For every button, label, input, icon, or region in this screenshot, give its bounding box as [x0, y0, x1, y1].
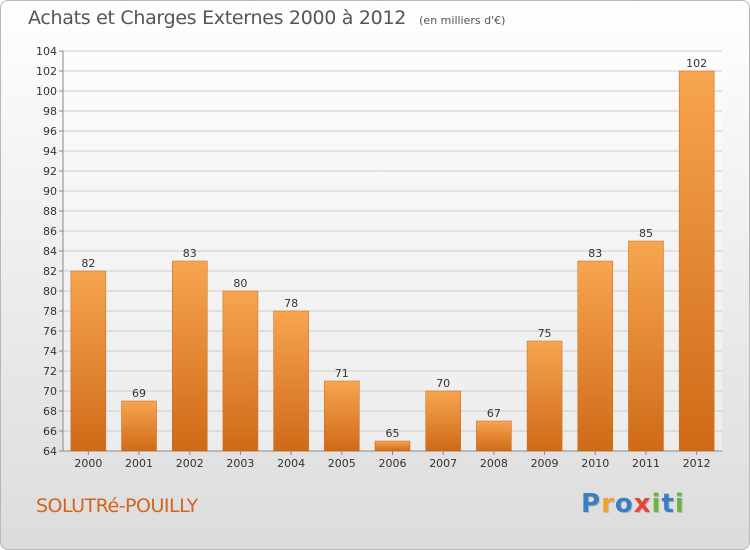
logo-letter: x	[633, 489, 652, 519]
logo-letter: i	[651, 489, 662, 519]
bar	[678, 70, 715, 452]
bar	[628, 240, 664, 452]
y-tick-label: 76	[43, 325, 57, 338]
x-tick-label: 2007	[429, 457, 457, 470]
y-tick-label: 70	[43, 385, 57, 398]
y-tick-label: 84	[43, 245, 57, 258]
data-label: 65	[386, 427, 400, 440]
chart-title-block: Achats et Charges Externes 2000 à 2012 (…	[28, 7, 505, 29]
y-tick-label: 64	[43, 445, 57, 458]
bar	[273, 310, 309, 452]
y-tick-label: 102	[36, 65, 57, 78]
y-tick-label: 86	[43, 225, 57, 238]
y-tick-label: 78	[43, 305, 57, 318]
data-label: 70	[436, 377, 450, 390]
bar	[425, 390, 461, 452]
bar	[171, 260, 208, 452]
bar	[476, 420, 512, 452]
x-tick-label: 2001	[125, 457, 153, 470]
data-label: 67	[487, 407, 501, 420]
y-tick-label: 88	[43, 205, 57, 218]
bar	[324, 380, 360, 452]
x-tick-label: 2009	[531, 457, 559, 470]
bar	[222, 290, 259, 452]
x-tick-label: 2000	[74, 457, 102, 470]
data-label: 102	[686, 57, 707, 70]
data-label: 75	[538, 327, 552, 340]
x-tick-label: 2008	[480, 457, 508, 470]
y-tick-label: 68	[43, 405, 57, 418]
x-tick-label: 2005	[328, 457, 356, 470]
data-label: 85	[639, 227, 653, 240]
data-label: 80	[233, 277, 247, 290]
y-tick-label: 72	[43, 365, 57, 378]
logo-letter: i	[674, 489, 685, 519]
x-tick-label: 2004	[277, 457, 305, 470]
location-label: SOLUTRé-POUILLY	[36, 495, 198, 517]
x-tick-label: 2010	[581, 457, 609, 470]
x-tick-label: 2002	[176, 457, 204, 470]
y-tick-label: 94	[43, 145, 57, 158]
bar	[121, 400, 157, 452]
y-tick-label: 80	[43, 285, 57, 298]
x-tick-label: 2011	[632, 457, 660, 470]
y-tick-label: 66	[43, 425, 57, 438]
logo-letter: r	[601, 489, 615, 519]
y-tick-label: 100	[36, 85, 57, 98]
chart-subtitle: (en milliers d'€)	[419, 14, 506, 27]
y-tick-label: 82	[43, 265, 57, 278]
y-tick-label: 90	[43, 185, 57, 198]
x-tick-label: 2006	[379, 457, 407, 470]
bar	[70, 270, 107, 452]
y-tick-label: 74	[43, 345, 57, 358]
x-tick-label: 2012	[683, 457, 711, 470]
proxiti-logo: Proxiti	[581, 489, 685, 519]
data-label: 83	[588, 247, 602, 260]
y-tick-label: 92	[43, 165, 57, 178]
bar	[374, 440, 411, 452]
data-label: 78	[284, 297, 298, 310]
y-tick-label: 96	[43, 125, 57, 138]
logo-letter: t	[661, 489, 675, 519]
data-label: 83	[183, 247, 197, 260]
chart-title: Achats et Charges Externes 2000 à 2012	[28, 7, 407, 29]
y-tick-label: 104	[36, 45, 57, 58]
data-label: 71	[335, 367, 349, 380]
y-tick-label: 98	[43, 105, 57, 118]
bar	[526, 340, 563, 452]
bar	[577, 260, 614, 452]
logo-letter: P	[581, 489, 602, 519]
data-label: 69	[132, 387, 146, 400]
x-tick-label: 2003	[226, 457, 254, 470]
logo-letter: o	[614, 489, 634, 519]
data-label: 82	[81, 257, 95, 270]
